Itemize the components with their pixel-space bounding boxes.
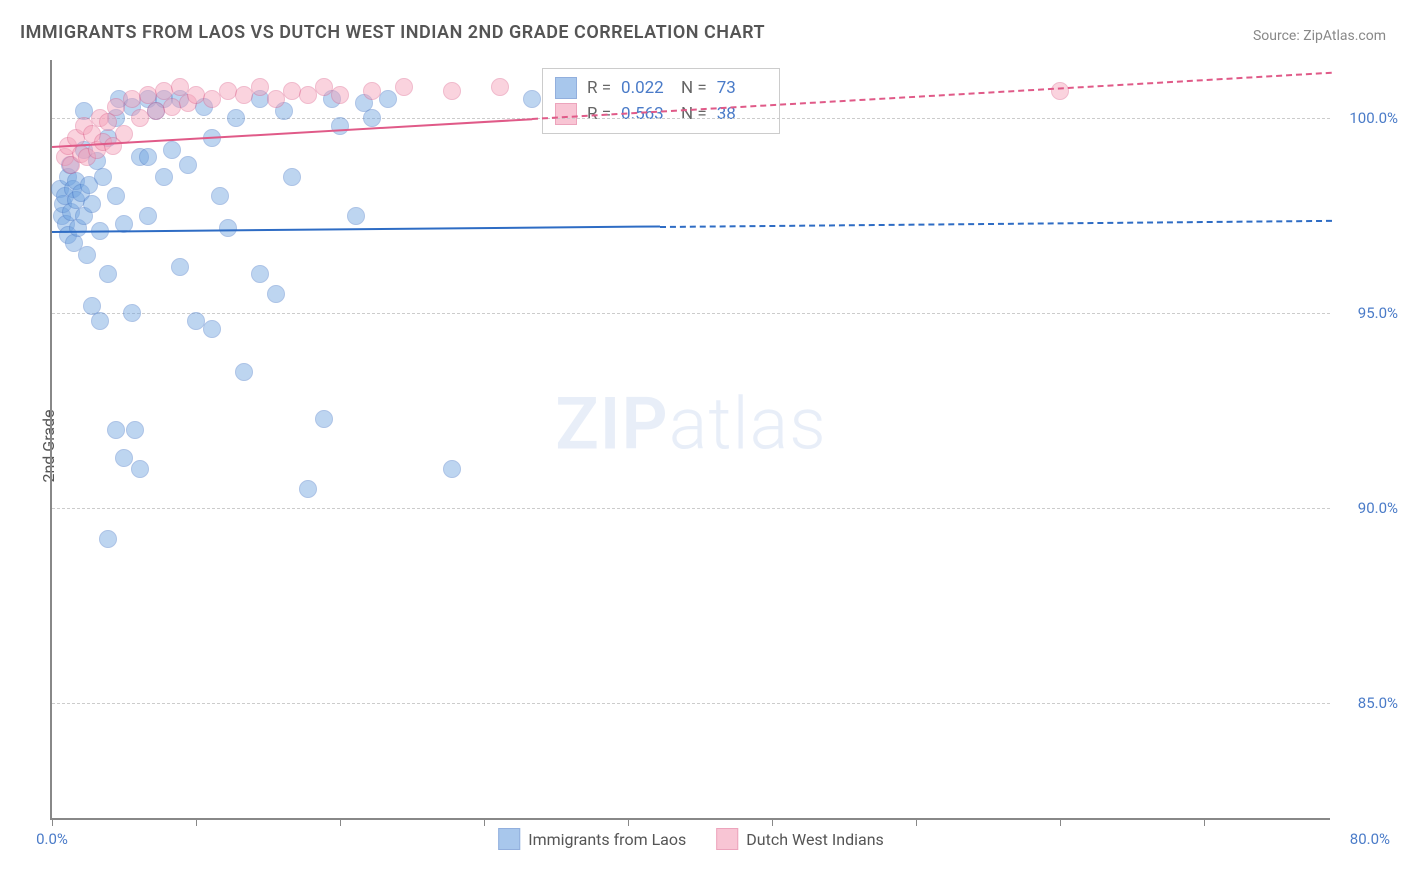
data-point — [219, 219, 237, 237]
legend-label-2: Dutch West Indians — [746, 830, 884, 849]
x-tick — [772, 818, 773, 826]
data-point — [491, 78, 509, 96]
x-tick — [340, 818, 341, 826]
data-point — [283, 82, 301, 100]
x-tick — [484, 818, 485, 826]
data-point — [251, 265, 269, 283]
swatch-series-2 — [555, 103, 577, 125]
data-point — [99, 113, 117, 131]
trend-line — [660, 220, 1332, 228]
data-point — [251, 78, 269, 96]
trend-line — [52, 226, 660, 234]
watermark-bold: ZIP — [555, 381, 668, 466]
y-tick-label: 100.0% — [1349, 109, 1398, 127]
bottom-legend: Immigrants from Laos Dutch West Indians — [498, 828, 884, 850]
gridline — [52, 703, 1330, 704]
data-point — [363, 109, 381, 127]
data-point — [91, 312, 109, 330]
data-point — [235, 363, 253, 381]
x-tick-label-left: 0.0% — [36, 830, 68, 848]
data-point — [523, 90, 541, 108]
x-tick — [196, 818, 197, 826]
stats-n-label: N = — [681, 104, 707, 124]
chart-title: IMMIGRANTS FROM LAOS VS DUTCH WEST INDIA… — [20, 22, 765, 43]
data-point — [99, 530, 117, 548]
data-point — [379, 90, 397, 108]
plot-area: ZIPatlas R = 0.022 N = 73 R = 0.563 N = … — [50, 60, 1330, 820]
data-point — [115, 125, 133, 143]
y-tick-label: 90.0% — [1358, 499, 1398, 517]
legend-swatch-1 — [498, 828, 520, 850]
data-point — [443, 82, 461, 100]
data-point — [283, 168, 301, 186]
y-tick-label: 85.0% — [1358, 694, 1398, 712]
data-point — [94, 168, 112, 186]
x-tick — [1060, 818, 1061, 826]
data-point — [131, 460, 149, 478]
data-point — [331, 117, 349, 135]
y-tick-label: 95.0% — [1358, 304, 1398, 322]
data-point — [315, 410, 333, 428]
data-point — [267, 285, 285, 303]
data-point — [171, 258, 189, 276]
data-point — [126, 421, 144, 439]
stats-row-series-1: R = 0.022 N = 73 — [555, 75, 767, 101]
data-point — [203, 320, 221, 338]
source-attribution: Source: ZipAtlas.com — [1253, 28, 1386, 44]
x-tick — [628, 818, 629, 826]
stats-n-value-1: 73 — [717, 78, 767, 98]
stats-r-value-1: 0.022 — [621, 78, 671, 98]
gridline — [52, 508, 1330, 509]
x-tick — [52, 818, 53, 826]
x-tick — [916, 818, 917, 826]
data-point — [115, 449, 133, 467]
data-point — [187, 86, 205, 104]
data-point — [107, 187, 125, 205]
swatch-series-1 — [555, 77, 577, 99]
stats-legend: R = 0.022 N = 73 R = 0.563 N = 38 — [542, 68, 780, 134]
data-point — [139, 148, 157, 166]
x-tick-label-right: 80.0% — [1350, 830, 1390, 848]
data-point — [227, 109, 245, 127]
stats-r-label: R = — [587, 78, 611, 98]
x-tick — [1204, 818, 1205, 826]
legend-item-2: Dutch West Indians — [716, 828, 884, 850]
data-point — [331, 86, 349, 104]
legend-swatch-2 — [716, 828, 738, 850]
data-point — [299, 480, 317, 498]
data-point — [163, 141, 181, 159]
data-point — [99, 265, 117, 283]
watermark-light: atlas — [669, 381, 827, 466]
gridline — [52, 313, 1330, 314]
stats-n-label: N = — [681, 78, 707, 98]
data-point — [395, 78, 413, 96]
data-point — [78, 246, 96, 264]
data-point — [219, 82, 237, 100]
data-point — [155, 168, 173, 186]
data-point — [139, 207, 157, 225]
legend-item-1: Immigrants from Laos — [498, 828, 686, 850]
data-point — [107, 421, 125, 439]
data-point — [179, 156, 197, 174]
data-point — [443, 460, 461, 478]
data-point — [363, 82, 381, 100]
data-point — [1051, 82, 1069, 100]
data-point — [347, 207, 365, 225]
legend-label-1: Immigrants from Laos — [528, 830, 686, 849]
watermark: ZIPatlas — [555, 381, 827, 466]
data-point — [211, 187, 229, 205]
data-point — [123, 304, 141, 322]
data-point — [83, 195, 101, 213]
